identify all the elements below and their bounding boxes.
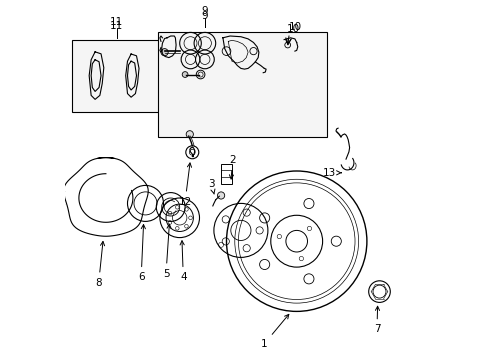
Text: 11: 11 [110,17,123,27]
Text: 5: 5 [163,224,171,279]
Circle shape [217,192,224,199]
Circle shape [161,49,168,56]
Circle shape [186,131,193,138]
Text: 3: 3 [207,179,215,194]
Text: 9: 9 [201,6,208,16]
Text: 10: 10 [288,22,301,32]
Text: 10: 10 [286,24,300,34]
Bar [158,32,326,137]
Bar [72,40,160,112]
Circle shape [182,72,187,77]
Text: 1: 1 [261,314,288,349]
Text: 12: 12 [178,163,191,207]
Text: 11: 11 [110,21,123,31]
Text: 7: 7 [373,306,380,334]
Text: 8: 8 [95,242,104,288]
Text: 6: 6 [138,225,145,282]
Text: 4: 4 [180,241,186,282]
Text: 9: 9 [201,11,208,21]
Bar [221,164,231,184]
Text: 2: 2 [229,155,235,179]
Text: 13: 13 [322,168,341,178]
